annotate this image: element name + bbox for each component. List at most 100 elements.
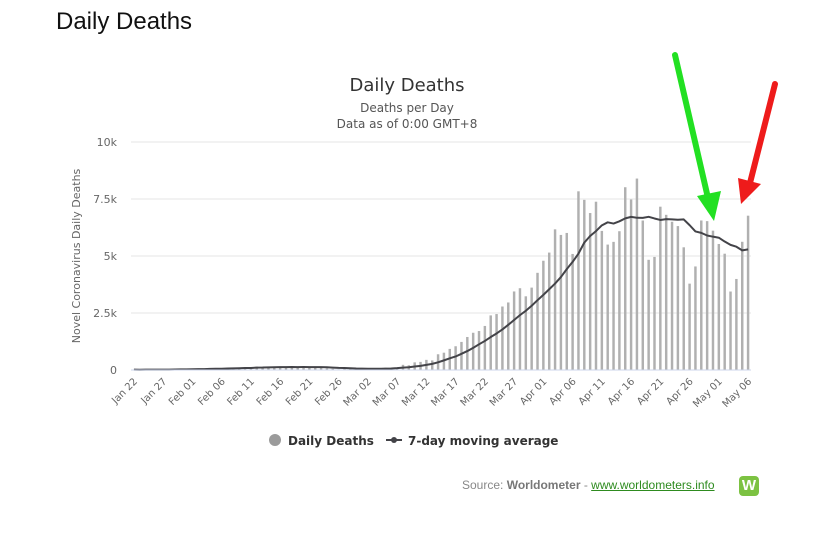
- legend-item-daily-deaths[interactable]: Daily Deaths: [269, 434, 374, 448]
- bar[interactable]: [571, 253, 574, 370]
- bar[interactable]: [448, 348, 452, 370]
- bar[interactable]: [594, 201, 598, 370]
- bar[interactable]: [676, 226, 680, 370]
- bar[interactable]: [343, 368, 346, 370]
- x-tick-label: Feb 16: [255, 376, 287, 408]
- bar[interactable]: [349, 368, 352, 370]
- bar[interactable]: [600, 230, 604, 370]
- source-credit: Source: Worldometer - www.worldometers.i…: [462, 478, 715, 492]
- bar[interactable]: [284, 367, 288, 370]
- source-name: Worldometer: [506, 478, 581, 492]
- chart-title: Daily Deaths: [349, 75, 464, 96]
- bar[interactable]: [454, 346, 457, 370]
- bar[interactable]: [553, 229, 557, 370]
- bar[interactable]: [501, 306, 504, 370]
- bar[interactable]: [430, 360, 434, 370]
- bar[interactable]: [670, 221, 674, 370]
- legend-item-moving-average[interactable]: 7-day moving average: [386, 434, 558, 448]
- x-tick-label: Feb 11: [225, 376, 257, 408]
- source-separator: -: [580, 478, 592, 492]
- bar[interactable]: [711, 230, 715, 370]
- x-tick-label: Feb 21: [284, 376, 316, 408]
- bar[interactable]: [296, 367, 299, 370]
- bar[interactable]: [629, 199, 633, 370]
- bar[interactable]: [331, 368, 335, 370]
- bar[interactable]: [524, 296, 528, 370]
- x-tick-label: Feb 26: [313, 376, 345, 408]
- x-tick-label: Jan 27: [139, 376, 170, 407]
- y-tick-label: 0: [110, 364, 117, 377]
- bar[interactable]: [302, 367, 305, 370]
- bar[interactable]: [577, 191, 580, 370]
- bar[interactable]: [606, 244, 609, 370]
- bar[interactable]: [507, 302, 510, 370]
- bar[interactable]: [694, 266, 697, 370]
- bar[interactable]: [460, 341, 463, 370]
- bar[interactable]: [647, 259, 650, 370]
- bar[interactable]: [565, 232, 568, 370]
- bar[interactable]: [536, 272, 539, 370]
- x-tick-label: Mar 27: [488, 376, 520, 408]
- legend[interactable]: Daily Deaths 7-day moving average: [269, 434, 558, 448]
- bar[interactable]: [325, 368, 329, 370]
- bar[interactable]: [735, 278, 738, 370]
- legend-label-moving-average: 7-day moving average: [408, 434, 558, 448]
- source-link[interactable]: www.worldometers.info: [591, 478, 715, 492]
- bar[interactable]: [700, 220, 703, 370]
- green-arrow-head: [697, 191, 721, 221]
- bar[interactable]: [746, 215, 750, 370]
- bar[interactable]: [547, 252, 551, 370]
- x-tick-label: Feb 01: [167, 376, 199, 408]
- bar[interactable]: [308, 367, 311, 370]
- bar[interactable]: [495, 314, 498, 370]
- bar[interactable]: [641, 220, 645, 370]
- x-tick-label: May 06: [721, 376, 755, 410]
- bar[interactable]: [612, 241, 615, 370]
- x-tick-label: May 01: [691, 376, 725, 410]
- y-tick-label: 5k: [104, 250, 118, 263]
- x-tick-label: Mar 07: [371, 376, 403, 408]
- moving-average-line[interactable]: [133, 215, 749, 371]
- bar[interactable]: [705, 221, 709, 370]
- bar[interactable]: [261, 367, 264, 370]
- bar[interactable]: [723, 253, 726, 370]
- bar[interactable]: [635, 178, 639, 370]
- bar[interactable]: [530, 287, 533, 370]
- bar[interactable]: [314, 367, 317, 370]
- bar[interactable]: [664, 214, 668, 370]
- bar[interactable]: [624, 187, 627, 370]
- bar[interactable]: [512, 291, 516, 370]
- bar[interactable]: [518, 288, 522, 370]
- bar[interactable]: [729, 291, 732, 370]
- bar[interactable]: [471, 332, 475, 370]
- bar[interactable]: [267, 366, 270, 370]
- bar[interactable]: [659, 206, 662, 370]
- bar[interactable]: [273, 366, 276, 370]
- x-tick-label: Mar 22: [459, 376, 491, 408]
- bar[interactable]: [559, 234, 563, 370]
- x-tick-label: Mar 12: [400, 376, 432, 408]
- x-tick-label: Apr 11: [577, 376, 608, 407]
- bar[interactable]: [466, 336, 469, 370]
- bar[interactable]: [477, 331, 481, 370]
- bar[interactable]: [618, 231, 621, 370]
- x-tick-label: Feb 06: [196, 376, 228, 408]
- bar[interactable]: [682, 247, 685, 370]
- bar[interactable]: [653, 256, 656, 370]
- bar[interactable]: [319, 366, 323, 370]
- bar[interactable]: [688, 283, 691, 370]
- bar[interactable]: [489, 315, 492, 370]
- bar[interactable]: [740, 241, 744, 370]
- bar[interactable]: [278, 367, 282, 370]
- bar[interactable]: [588, 213, 592, 370]
- bar[interactable]: [290, 366, 294, 370]
- chart-subtitle-line-1: Deaths per Day: [360, 101, 454, 115]
- bar[interactable]: [542, 260, 545, 370]
- chart-subtitle-line-2: Data as of 0:00 GMT+8: [337, 117, 478, 131]
- worldometer-logo[interactable]: W: [739, 476, 759, 496]
- y-tick-label: 2.5k: [93, 307, 117, 320]
- bar[interactable]: [717, 243, 721, 370]
- bar[interactable]: [483, 325, 487, 370]
- bar[interactable]: [583, 199, 586, 370]
